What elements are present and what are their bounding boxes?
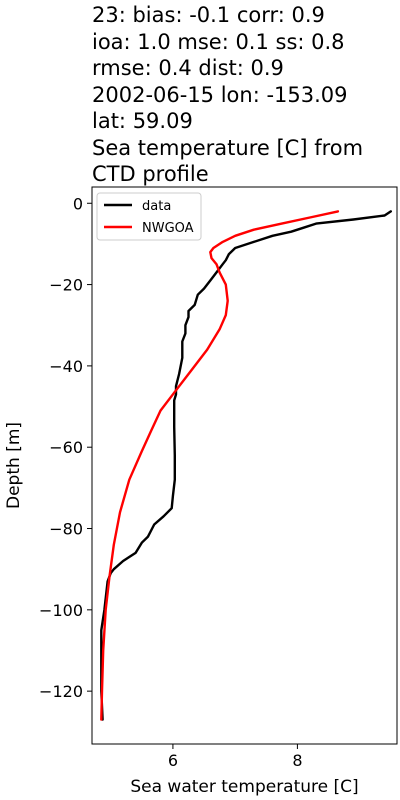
title-line-4: 2002-06-15 lon: -153.09 bbox=[92, 82, 348, 107]
series-line-data bbox=[100, 210, 392, 721]
x-axis-label: Sea water temperature [C] bbox=[130, 777, 358, 797]
legend: data NWGOA bbox=[96, 192, 202, 241]
title-line-7: CTD profile bbox=[92, 162, 209, 186]
y-axis-label: Depth [m] bbox=[4, 422, 24, 509]
series-line-nwgoa bbox=[100, 210, 340, 721]
title-line-6: Sea temperature [C] from bbox=[92, 135, 364, 160]
y-tick-label: −20 bbox=[49, 276, 83, 295]
x-tick-label: 6 bbox=[168, 751, 178, 770]
y-axis-ticks: 0 −20 −40 −60 −80 −100 −120 bbox=[39, 194, 92, 701]
x-tick-label: 8 bbox=[292, 751, 302, 770]
title-line-3: rmse: 0.4 dist: 0.9 bbox=[92, 56, 284, 80]
series-layer bbox=[100, 210, 392, 721]
title-line-1: 23: bias: -0.1 corr: 0.9 bbox=[92, 3, 325, 27]
y-tick-label: 0 bbox=[73, 194, 83, 213]
y-tick-label: −120 bbox=[39, 682, 83, 701]
title-line-5: lat: 59.09 bbox=[92, 109, 193, 133]
y-tick-label: −60 bbox=[49, 438, 83, 457]
chart-title: 23: bias: -0.1 corr: 0.9 ioa: 1.0 mse: 0… bbox=[92, 2, 398, 188]
legend-label-nwgoa: NWGOA bbox=[142, 221, 194, 236]
y-tick-label: −80 bbox=[49, 520, 83, 539]
title-line-2: ioa: 1.0 mse: 0.1 ss: 0.8 bbox=[92, 29, 345, 54]
y-tick-label: −100 bbox=[39, 601, 83, 620]
y-tick-label: −40 bbox=[49, 357, 83, 376]
legend-label-data: data bbox=[142, 199, 171, 214]
axes-frame bbox=[91, 186, 398, 745]
